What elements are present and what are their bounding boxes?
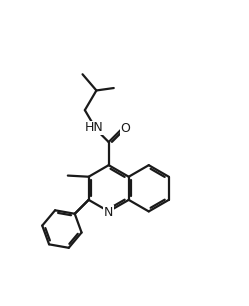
Text: HN: HN: [85, 121, 104, 134]
Text: N: N: [104, 206, 113, 219]
Text: O: O: [120, 122, 130, 135]
